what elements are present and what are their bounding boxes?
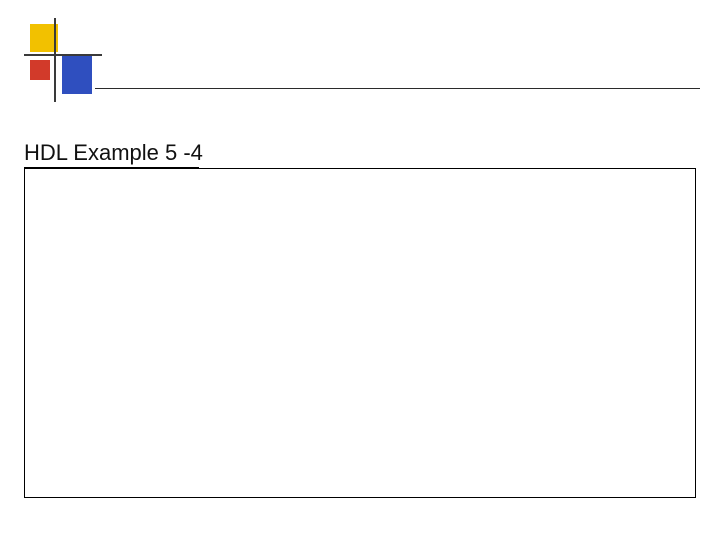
logo-square-red: [30, 60, 50, 80]
slide: HDL Example 5 -4: [0, 0, 720, 540]
title-rule: [95, 88, 700, 89]
logo-horizontal-bar: [24, 54, 102, 56]
logo-vertical-bar: [54, 18, 56, 102]
slide-logo: [30, 24, 92, 96]
logo-square-blue: [62, 54, 92, 94]
content-box: [24, 168, 696, 498]
slide-heading: HDL Example 5 -4: [24, 140, 203, 166]
